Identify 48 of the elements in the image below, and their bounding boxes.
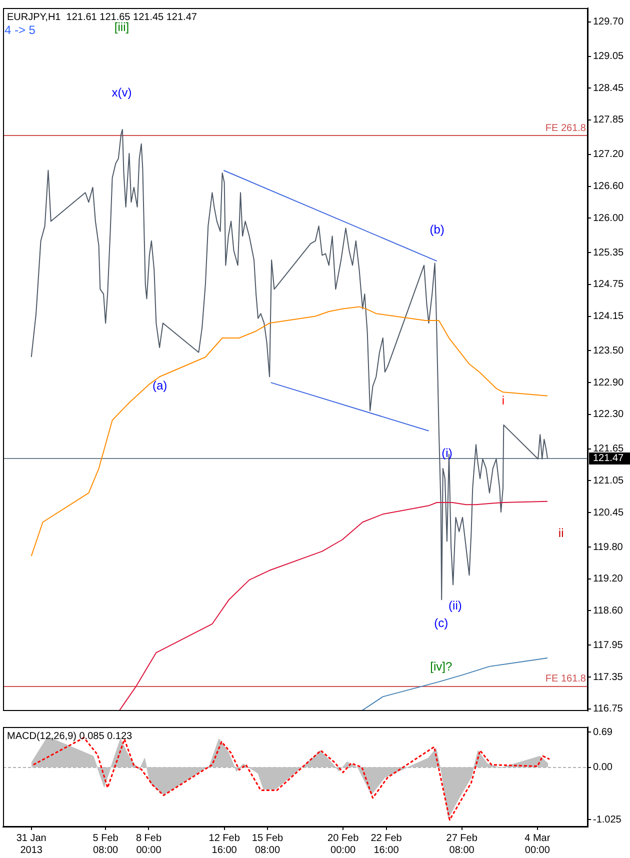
x-tick-label: 15 Feb 08:00 [252,832,284,856]
y-tick-label: 126.60 [593,181,624,192]
y-tick-label: 124.15 [593,311,624,322]
annotation: ii [558,526,564,540]
y-tick-label: 127.85 [593,114,624,126]
y-tick-label: 128.45 [593,82,624,94]
x-tick-label: 22 Feb 16:00 [370,832,402,856]
x-tick-label: 20 Feb 00:00 [328,832,360,856]
y-tick-label: 122.30 [593,409,624,420]
y-tick-label: 117.35 [593,672,624,683]
annotation: x(v) [112,85,132,100]
ref-line-label: FE 161.8 [545,673,586,684]
y-tick-label: 120.45 [593,507,624,518]
annotation: i [502,393,505,408]
annotation: (i) [442,446,452,460]
y-tick-label: 121.65 [593,444,624,455]
y-tick-label: 119.20 [593,574,624,585]
y-tick-label: 125.35 [593,247,624,258]
ref-line-label: 121.47 [593,453,624,464]
y-tick-label: 129.05 [593,51,624,62]
x-tick-label: 8 Feb 00:00 [136,832,162,856]
y-tick-label: -1.025 [593,814,622,826]
y-tick-label: 118.60 [593,605,624,616]
annotation: [iv]? [430,660,452,674]
chart-title: MACD(12,26,9) 0.085 0.123 [7,730,133,742]
y-tick-label: 0.00 [593,762,613,774]
y-tick-label: 121.05 [593,475,624,486]
y-tick-label: 124.75 [593,279,624,290]
annotation: (c) [434,616,448,630]
y-tick-label: 127.20 [593,149,624,160]
x-tick-label: 5 Feb 08:00 [92,832,119,856]
y-tick-label: 119.80 [593,542,624,553]
annotation: 4 -> 5 [4,22,36,37]
annotation: (a) [152,378,168,393]
y-tick-label: 0.69 [593,726,613,738]
annotation: (ii) [448,598,462,613]
x-tick-label: 12 Feb 16:00 [208,832,240,856]
y-tick-label: 122.90 [593,377,624,388]
y-tick-label: 123.50 [593,345,624,356]
ref-line-label: FE 261.8 [545,123,586,134]
x-tick-label: 4 Mar 00:00 [524,832,551,856]
y-tick-label: 126.00 [593,212,624,224]
x-tick-label: 27 Feb 08:00 [446,832,478,856]
y-tick-label: 116.75 [593,704,624,715]
y-tick-label: 129.70 [593,16,624,28]
annotation: (b) [430,222,444,236]
x-tick-label: 31 Jan 2013 [16,832,46,856]
y-tick-label: 117.95 [593,640,624,651]
